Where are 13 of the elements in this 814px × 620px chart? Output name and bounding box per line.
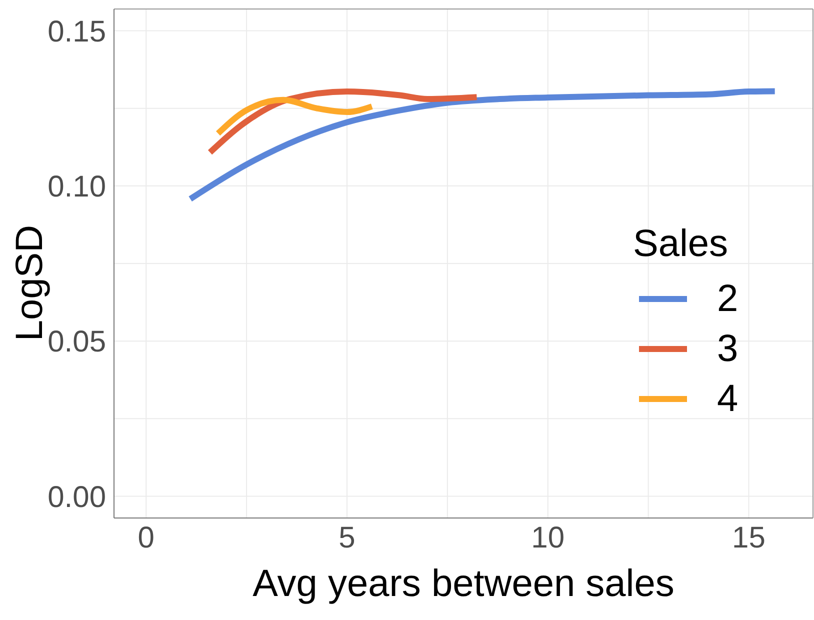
y-tick-label: 0.10 <box>48 170 106 204</box>
legend-label: 2 <box>717 278 738 320</box>
legend-label: 3 <box>717 328 738 370</box>
x-tick-label: 0 <box>138 521 154 554</box>
x-tick-label: 5 <box>338 521 356 554</box>
legend-title: Sales <box>633 223 730 266</box>
y-tick-label: 0.00 <box>48 480 106 514</box>
y-tick-label: 0.05 <box>48 326 106 359</box>
legend-label: 4 <box>717 378 738 420</box>
x-axis-title: Avg years between sales <box>252 563 674 605</box>
x-tick-label: 10 <box>531 521 565 554</box>
x-tick-label: 15 <box>732 521 766 554</box>
y-tick-label: 0.15 <box>48 15 106 48</box>
